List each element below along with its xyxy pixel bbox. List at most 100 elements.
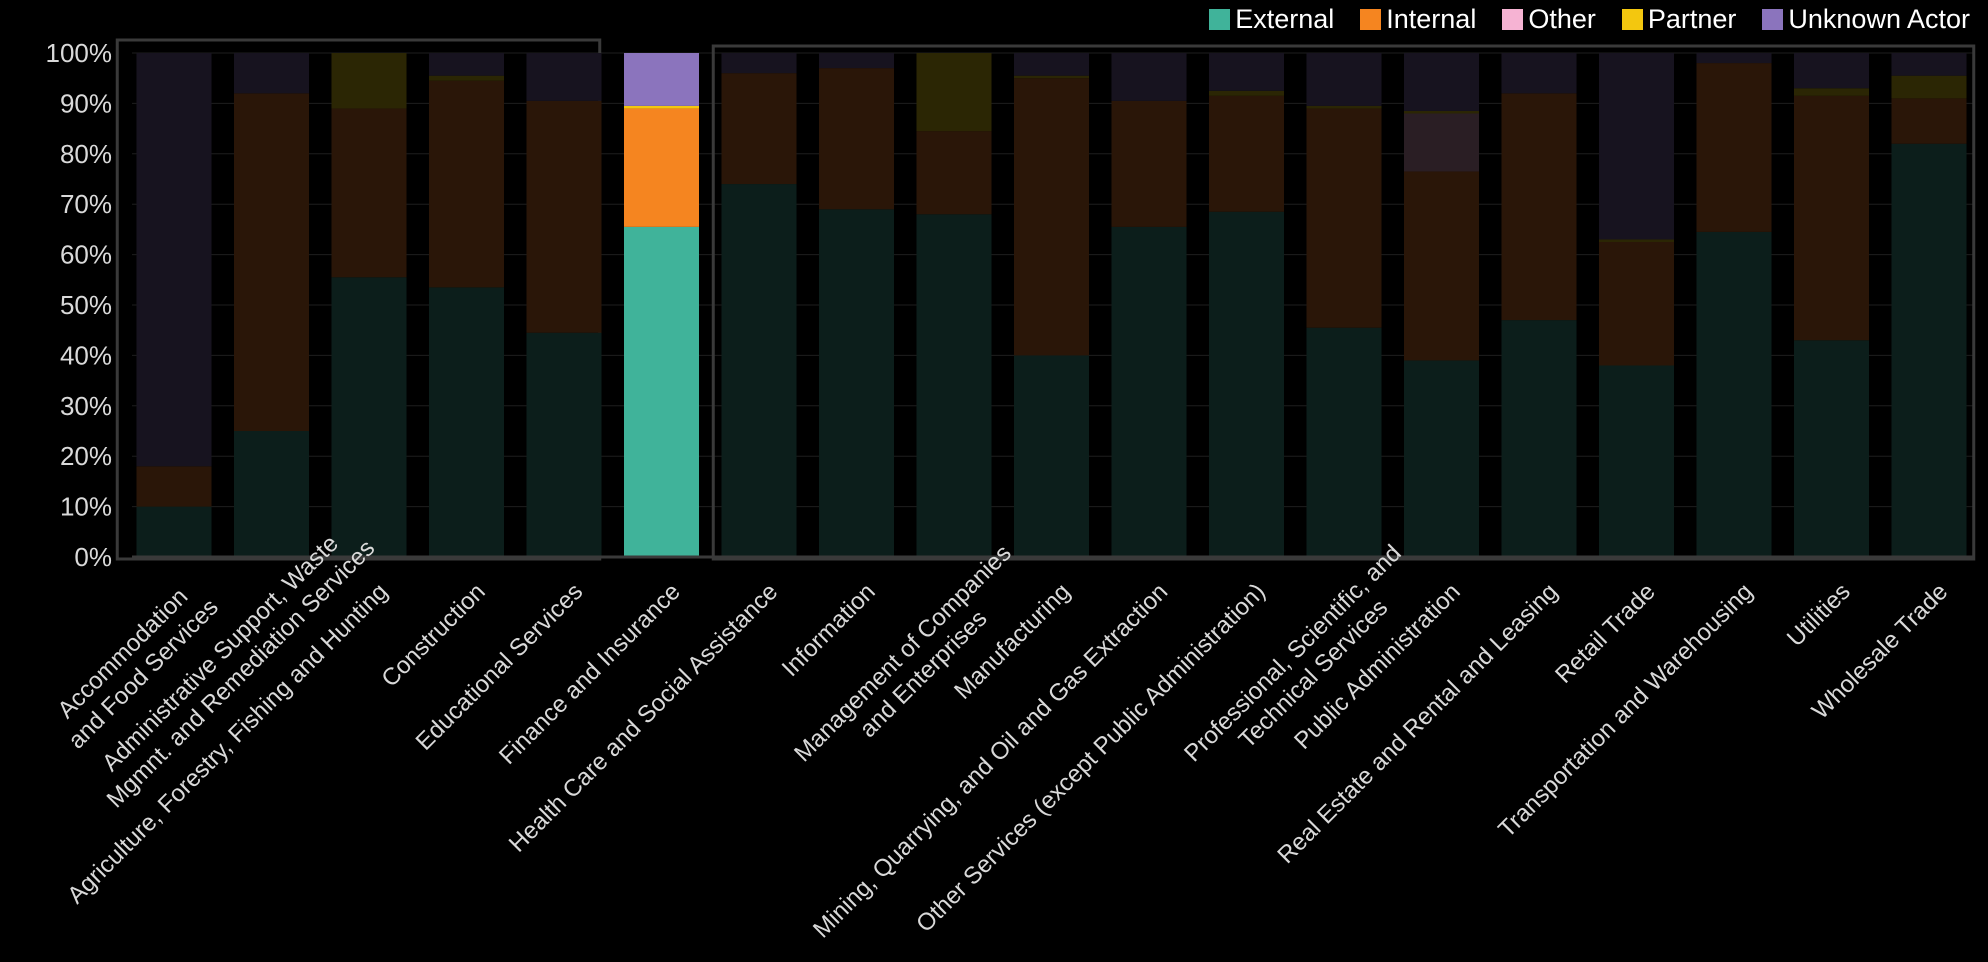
bar-segment-partner	[624, 105, 699, 109]
bars	[136, 53, 1967, 558]
bar-segment-partner	[1306, 105, 1382, 109]
bar-segment-internal	[234, 93, 309, 431]
bar-segment-unknown-actor	[1794, 53, 1869, 89]
bar-segment-unknown-actor	[136, 53, 212, 467]
bar-segment-partner	[429, 75, 504, 81]
bar-segment-internal	[429, 80, 504, 288]
bar-segment-internal	[331, 108, 407, 278]
bar-segment-external	[1891, 143, 1967, 557]
bar-segment-external	[1404, 360, 1479, 557]
bar-segment-internal	[819, 68, 894, 210]
bar-segment-unknown-actor	[1306, 53, 1382, 106]
legend-label: Other	[1528, 4, 1596, 34]
legend-label: External	[1235, 4, 1335, 34]
bar-segment-partner	[916, 53, 992, 132]
bar-segment-external	[1696, 231, 1772, 558]
legend-item-external: External	[1209, 4, 1334, 35]
bar-segment-external	[1501, 320, 1577, 557]
legend-swatch	[1762, 9, 1784, 30]
legend-item-partner: Partner	[1621, 4, 1737, 35]
bar-segment-unknown-actor	[1404, 53, 1479, 111]
y-tick-label: 10%	[60, 492, 112, 522]
bar-segment-internal	[1014, 78, 1089, 356]
bar-segment-internal	[526, 100, 602, 333]
bar-segment-internal	[1501, 93, 1577, 321]
legend: External Internal Other Partner Unknown Acto…	[1183, 4, 1970, 35]
legend-swatch	[1502, 9, 1524, 30]
legend-swatch	[1621, 9, 1643, 30]
y-tick-label: 0%	[74, 542, 112, 572]
bar-segment-external	[721, 184, 797, 558]
y-axis: 0% 10% 20% 30% 40% 50% 60% 70% 80% 90% 100%	[46, 38, 113, 572]
bar-segment-internal	[1794, 95, 1869, 341]
y-tick-label: 100%	[46, 38, 113, 68]
bar-segment-unknown-actor	[1111, 53, 1187, 101]
bar-segment-partner	[331, 53, 407, 109]
bar-segment-unknown-actor	[1891, 53, 1967, 76]
legend-item-other: Other	[1502, 4, 1596, 35]
bar-segment-external	[331, 277, 407, 557]
bar-segment-external	[1599, 365, 1674, 557]
legend-label: Partner	[1647, 4, 1737, 34]
legend-label: Unknown Actor	[1788, 4, 1970, 34]
bar-segment-partner	[1404, 110, 1479, 114]
bar-segment-unknown-actor	[721, 53, 797, 74]
bar-segment-unknown-actor	[1014, 53, 1089, 76]
legend-item-internal: Internal	[1360, 4, 1476, 35]
x-tick-label: Information	[777, 578, 881, 682]
bar-segment-partner	[1891, 75, 1967, 99]
x-tick-label: Utilities	[1782, 578, 1856, 652]
group-frame-right	[711, 44, 1976, 561]
bar-segment-unknown-actor	[234, 53, 309, 94]
bar-segment-external	[429, 287, 504, 557]
bar-segment-external	[1794, 340, 1869, 557]
bar-segment-other	[1404, 113, 1479, 172]
y-tick-label: 30%	[60, 391, 112, 421]
bar-segment-external	[1111, 226, 1187, 557]
bar-segment-internal	[1696, 63, 1772, 232]
bar-segment-external	[526, 332, 602, 557]
bar-segment-external	[916, 214, 992, 557]
bar-segment-external	[136, 506, 212, 557]
legend-label: Internal	[1386, 4, 1477, 34]
bar-segment-partner	[1014, 75, 1089, 79]
bar-segment-internal	[1404, 171, 1479, 361]
bar-segment-external	[1209, 211, 1284, 557]
bar-segment-external	[1014, 355, 1089, 557]
bar-segment-external	[1306, 327, 1382, 557]
bar-segment-unknown-actor	[1501, 53, 1577, 94]
bar-segment-internal	[1306, 108, 1382, 328]
bar-segment-internal	[1599, 242, 1674, 366]
y-tick-label: 70%	[60, 189, 112, 219]
y-tick-label: 90%	[60, 88, 112, 118]
legend-swatch	[1360, 9, 1382, 30]
bar-segment-internal	[1111, 100, 1187, 227]
bar-segment-internal	[136, 466, 212, 507]
bar-segment-external	[624, 226, 699, 557]
x-axis: Accommodationand Food ServicesAdministra…	[53, 530, 1975, 943]
legend-swatch	[1209, 9, 1231, 30]
bar-segment-unknown-actor	[819, 53, 894, 69]
bar-segment-unknown-actor	[1599, 53, 1674, 240]
bar-segment-internal	[624, 108, 699, 227]
bar-segment-unknown-actor	[1696, 53, 1772, 64]
bar-segment-unknown-actor	[526, 53, 602, 101]
y-tick-label: 60%	[60, 240, 112, 270]
y-tick-label: 50%	[60, 290, 112, 320]
bar-segment-internal	[916, 131, 992, 215]
bar-segment-partner	[1209, 90, 1284, 96]
x-tick-label: Mining, Quarrying, and Oil and Gas Extra…	[808, 578, 1173, 943]
bar-segment-internal	[1209, 95, 1284, 212]
y-tick-label: 40%	[60, 340, 112, 370]
bar-segment-unknown-actor	[429, 53, 504, 76]
x-tick-label: Finance and Insurance	[494, 578, 686, 770]
bar-segment-external	[234, 431, 309, 557]
bar-segment-partner	[1599, 239, 1674, 242]
bar-segment-internal	[1891, 98, 1967, 144]
y-tick-label: 20%	[60, 441, 112, 471]
x-tick-label: Educational Services	[411, 578, 589, 756]
legend-item-unknown-actor: Unknown Actor	[1762, 4, 1970, 35]
bar-segment-internal	[721, 73, 797, 185]
bar-segment-unknown-actor	[624, 53, 699, 106]
